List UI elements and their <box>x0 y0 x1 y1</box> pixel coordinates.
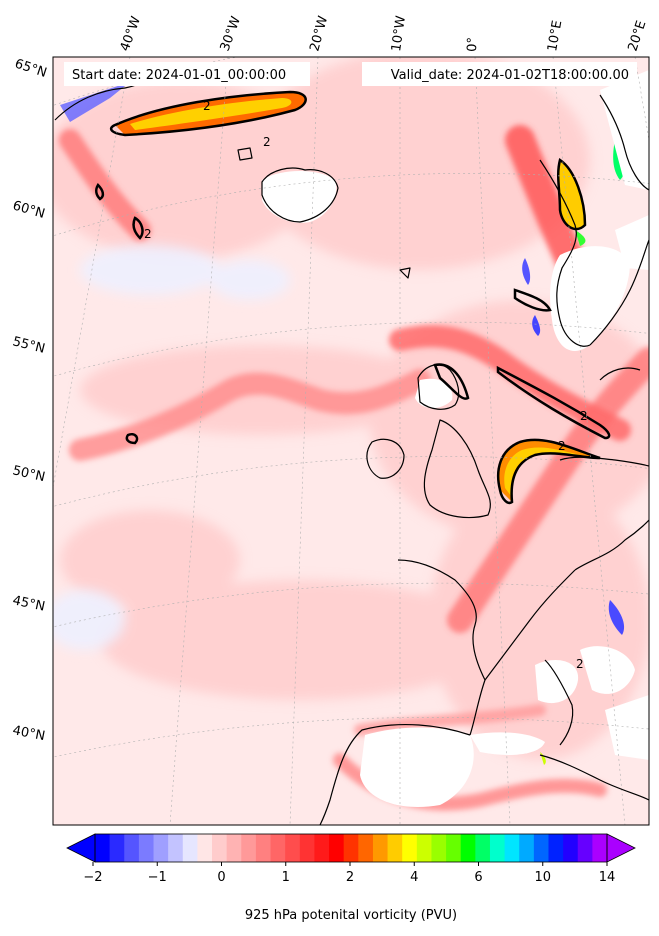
map-panel: 2 2 2 2 2 2 <box>53 57 649 825</box>
lat-label: 45°N <box>11 593 46 614</box>
colorbar-cell <box>548 834 564 862</box>
colorbar-tick-label: 14 <box>599 870 616 885</box>
pv-2-contours <box>95 90 611 505</box>
colorbar-cell <box>343 834 359 862</box>
start-date-text: Start date: 2024-01-01_00:00:00 <box>72 68 286 83</box>
colorbar-cell <box>519 834 535 862</box>
contour-label: 2 <box>203 99 211 113</box>
lon-label: 20°W <box>307 14 331 53</box>
colorbar-cell <box>255 834 272 862</box>
pv-high-features <box>60 82 626 765</box>
colorbar-tick-label: 0 <box>217 870 225 885</box>
colorbar-tick-label: 6 <box>474 870 482 885</box>
lat-label: 60°N <box>11 198 47 221</box>
colorbar-cell <box>431 834 447 862</box>
colorbar-cell <box>533 834 549 862</box>
colorbar-cell <box>402 834 418 862</box>
contour-labels: 2 2 2 2 2 2 <box>144 99 588 671</box>
colorbar-ticks: −2 −1 0 1 2 4 6 10 14 <box>83 862 615 885</box>
colorbar-cell <box>358 834 374 862</box>
colorbar-tick-label: 1 <box>282 870 290 885</box>
pv-field-pale-blue <box>53 245 290 650</box>
colorbar-cell <box>138 834 155 862</box>
colorbar-cell <box>563 834 579 862</box>
valid-date-text: Valid_date: 2024-01-02T18:00:00.00 <box>391 68 629 83</box>
colorbar-cell <box>241 834 257 862</box>
lon-label: 10°E <box>545 19 565 52</box>
map-frame <box>52 56 650 826</box>
colorbar-extend-min <box>66 833 96 863</box>
colorbar-cell <box>168 834 184 862</box>
colorbar-cells <box>95 834 608 862</box>
contour-label: 2 <box>144 227 152 241</box>
colorbar-cell <box>197 834 213 862</box>
longitude-labels: 40°W 30°W 20°W 10°W 0° 10°E 20°E <box>118 14 650 53</box>
colorbar-cell <box>314 834 330 862</box>
colorbar-cell <box>372 834 389 862</box>
map-header: Start date: 2024-01-01_00:00:00 Valid_da… <box>64 62 637 86</box>
lat-label: 65°N <box>13 57 49 81</box>
latitude-labels: 65°N 60°N 55°N 50°N 45°N 40°N <box>11 57 49 745</box>
colorbar-cell <box>109 834 125 862</box>
lon-label: 0° <box>465 37 481 52</box>
lon-label: 20°E <box>626 19 650 53</box>
contour-label: 2 <box>580 409 588 423</box>
colorbar-cell <box>95 834 111 862</box>
colorbar-cell <box>270 834 286 862</box>
lon-label: 10°W <box>389 15 409 53</box>
colorbar-cell <box>416 834 432 862</box>
coastlines <box>54 69 649 825</box>
colorbar-cell <box>299 834 315 862</box>
contour-label: 2 <box>558 439 566 453</box>
colorbar-extend-max <box>606 833 636 863</box>
colorbar-cell <box>212 834 228 862</box>
graticule <box>53 57 649 825</box>
colorbar-cell <box>153 834 169 862</box>
colorbar-tick-label: 4 <box>410 870 418 885</box>
colorbar-cell <box>124 834 140 862</box>
colorbar: −2 −1 0 1 2 4 6 10 14 925 hPa potenital vorticit… <box>66 833 636 923</box>
colorbar-cell <box>182 834 198 862</box>
lat-label: 40°N <box>11 723 46 744</box>
colorbar-tick-label: −2 <box>83 870 102 885</box>
lon-label: 40°W <box>118 14 144 53</box>
colorbar-cell <box>504 834 520 862</box>
colorbar-cell <box>577 834 593 862</box>
terrain-mask <box>262 70 649 807</box>
colorbar-cell <box>446 834 462 862</box>
colorbar-tick-label: −1 <box>148 870 167 885</box>
colorbar-tick-label: 2 <box>346 870 354 885</box>
colorbar-cell <box>285 834 301 862</box>
colorbar-cell <box>329 834 345 862</box>
contour-label: 2 <box>576 657 584 671</box>
colorbar-cell <box>226 834 242 862</box>
colorbar-cell <box>489 834 506 862</box>
colorbar-cell <box>387 834 403 862</box>
lat-label: 50°N <box>11 463 46 485</box>
contour-label: 2 <box>263 135 271 149</box>
colorbar-cell <box>475 834 491 862</box>
colorbar-cell <box>592 834 608 862</box>
lat-label: 55°N <box>11 334 46 356</box>
colorbar-cell <box>460 834 476 862</box>
colorbar-frame <box>94 833 608 863</box>
colorbar-label: 925 hPa potenital vorticity (PVU) <box>245 908 457 923</box>
colorbar-tick-label: 10 <box>534 870 551 885</box>
lon-label: 30°W <box>218 14 244 53</box>
